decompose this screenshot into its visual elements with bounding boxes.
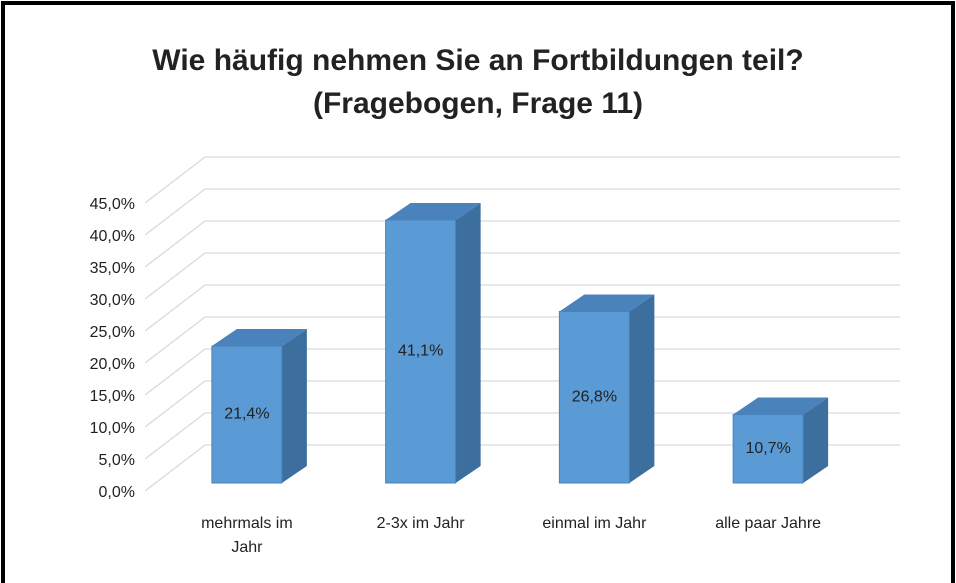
grid-line <box>144 348 900 396</box>
grid-line <box>144 444 900 492</box>
bar-top <box>733 397 829 415</box>
x-tick-label: 2-3x im Jahr <box>376 515 465 532</box>
y-tick-label: 35,0% <box>90 260 135 277</box>
bar-side <box>455 202 481 483</box>
bar-top <box>385 202 481 220</box>
data-label: 41,1% <box>398 343 443 360</box>
data-label: 21,4% <box>224 406 269 423</box>
x-tick-label: einmal im Jahr <box>542 515 647 532</box>
grid-line <box>144 316 900 364</box>
y-tick-label: 40,0% <box>90 228 135 245</box>
bar-side <box>629 294 655 483</box>
grid-line <box>144 412 900 460</box>
y-tick-label: 0,0% <box>99 484 135 501</box>
bar-side <box>281 329 307 483</box>
grid-line <box>144 156 900 204</box>
y-tick-label: 20,0% <box>90 356 135 373</box>
y-tick-label: 5,0% <box>99 452 135 469</box>
bar <box>385 219 457 484</box>
bar <box>211 345 283 484</box>
grid-line <box>144 220 900 268</box>
y-tick-label: 30,0% <box>90 292 135 309</box>
y-tick-label: 25,0% <box>90 324 135 341</box>
bar-side <box>803 397 829 483</box>
y-tick-label: 45,0% <box>90 196 135 213</box>
x-tick-label: alle paar Jahre <box>715 515 822 532</box>
x-tick-label: mehrmals im Jahr <box>201 515 293 556</box>
bar-top <box>559 294 655 312</box>
bar-top <box>211 329 307 347</box>
bar <box>732 414 804 484</box>
data-label: 10,7% <box>745 440 790 457</box>
y-tick-label: 10,0% <box>90 420 135 437</box>
grid-line <box>144 188 900 236</box>
bar <box>558 310 630 484</box>
data-label: 26,8% <box>572 388 617 405</box>
grid-line <box>144 380 900 428</box>
y-tick-label: 15,0% <box>90 388 135 405</box>
chart-subtitle: (Fragebogen, Frage 11) <box>313 87 643 120</box>
grid-line <box>144 252 900 300</box>
grid-line <box>144 284 900 332</box>
chart-title: Wie häufig nehmen Sie an Fortbildungen t… <box>152 44 803 77</box>
